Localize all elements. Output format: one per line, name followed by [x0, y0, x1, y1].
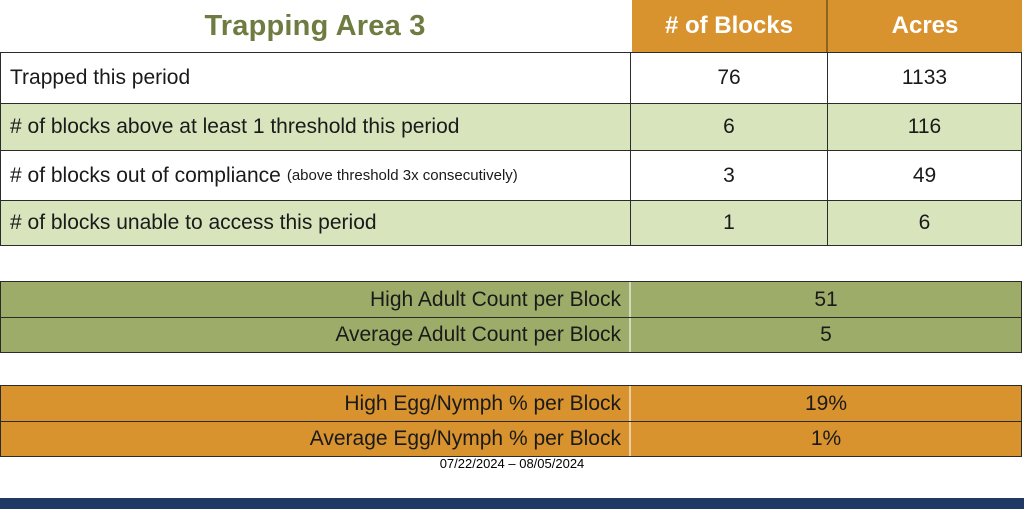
list-item: Average Adult Count per Block 5 — [1, 317, 1021, 352]
stat-value: 1% — [810, 427, 842, 450]
row-label-text: # of blocks unable to access this period — [10, 211, 377, 234]
row-blocks-value: 6 — [631, 104, 828, 150]
row-blocks-value: 1 — [631, 201, 828, 245]
list-item: Average Egg/Nymph % per Block 1% — [1, 421, 1021, 456]
table-row: # of blocks out of compliance (above thr… — [1, 150, 1021, 200]
row-acres-value: 49 — [912, 163, 937, 187]
row-label-text: # of blocks out of compliance — [10, 163, 281, 187]
summary-table: Trapping Area 3 # of Blocks Acres Trappe… — [0, 0, 1022, 246]
date-range: 07/22/2024 – 08/05/2024 — [439, 456, 585, 471]
adult-count-section: High Adult Count per Block 51 Average Ad… — [0, 281, 1022, 353]
stat-value: 5 — [820, 323, 832, 346]
row-label: # of blocks unable to access this period — [1, 201, 631, 245]
row-label: # of blocks out of compliance (above thr… — [1, 151, 631, 200]
stat-label: Average Adult Count per Block — [1, 318, 631, 352]
summary-table-header-row: Trapping Area 3 # of Blocks Acres — [0, 0, 1022, 52]
summary-table-body: Trapped this period 76 1133 # of blocks … — [0, 52, 1022, 246]
stat-label: Average Egg/Nymph % per Block — [1, 422, 631, 456]
row-acres-value: 116 — [907, 115, 942, 138]
table-row: Trapped this period 76 1133 — [1, 53, 1021, 103]
stat-value: 19% — [804, 391, 848, 415]
row-label-note: (above threshold 3x consecutively) — [286, 167, 518, 184]
row-blocks-value: 3 — [631, 151, 828, 200]
stat-label: High Adult Count per Block — [1, 282, 631, 317]
table-row: # of blocks unable to access this period… — [1, 200, 1021, 245]
bottom-bar — [0, 498, 1024, 509]
row-label-text: Trapped this period — [10, 66, 191, 89]
page-title: Trapping Area 3 — [204, 9, 426, 42]
row-label: Trapped this period — [1, 53, 631, 103]
stat-label: High Egg/Nymph % per Block — [1, 386, 631, 421]
row-label: # of blocks above at least 1 threshold t… — [1, 104, 631, 150]
stat-value: 51 — [814, 287, 838, 311]
column-header-acres: Acres — [828, 0, 1022, 52]
row-acres-value: 6 — [918, 211, 931, 234]
row-acres-value: 1133 — [901, 66, 948, 89]
row-label-text: # of blocks above at least 1 threshold t… — [10, 115, 460, 138]
table-row: # of blocks above at least 1 threshold t… — [1, 103, 1021, 150]
list-item: High Adult Count per Block 51 — [1, 282, 1021, 317]
row-blocks-value: 76 — [631, 53, 828, 103]
column-header-blocks: # of Blocks — [632, 0, 828, 52]
egg-nymph-section: High Egg/Nymph % per Block 19% Average E… — [0, 385, 1022, 457]
list-item: High Egg/Nymph % per Block 19% — [1, 386, 1021, 421]
